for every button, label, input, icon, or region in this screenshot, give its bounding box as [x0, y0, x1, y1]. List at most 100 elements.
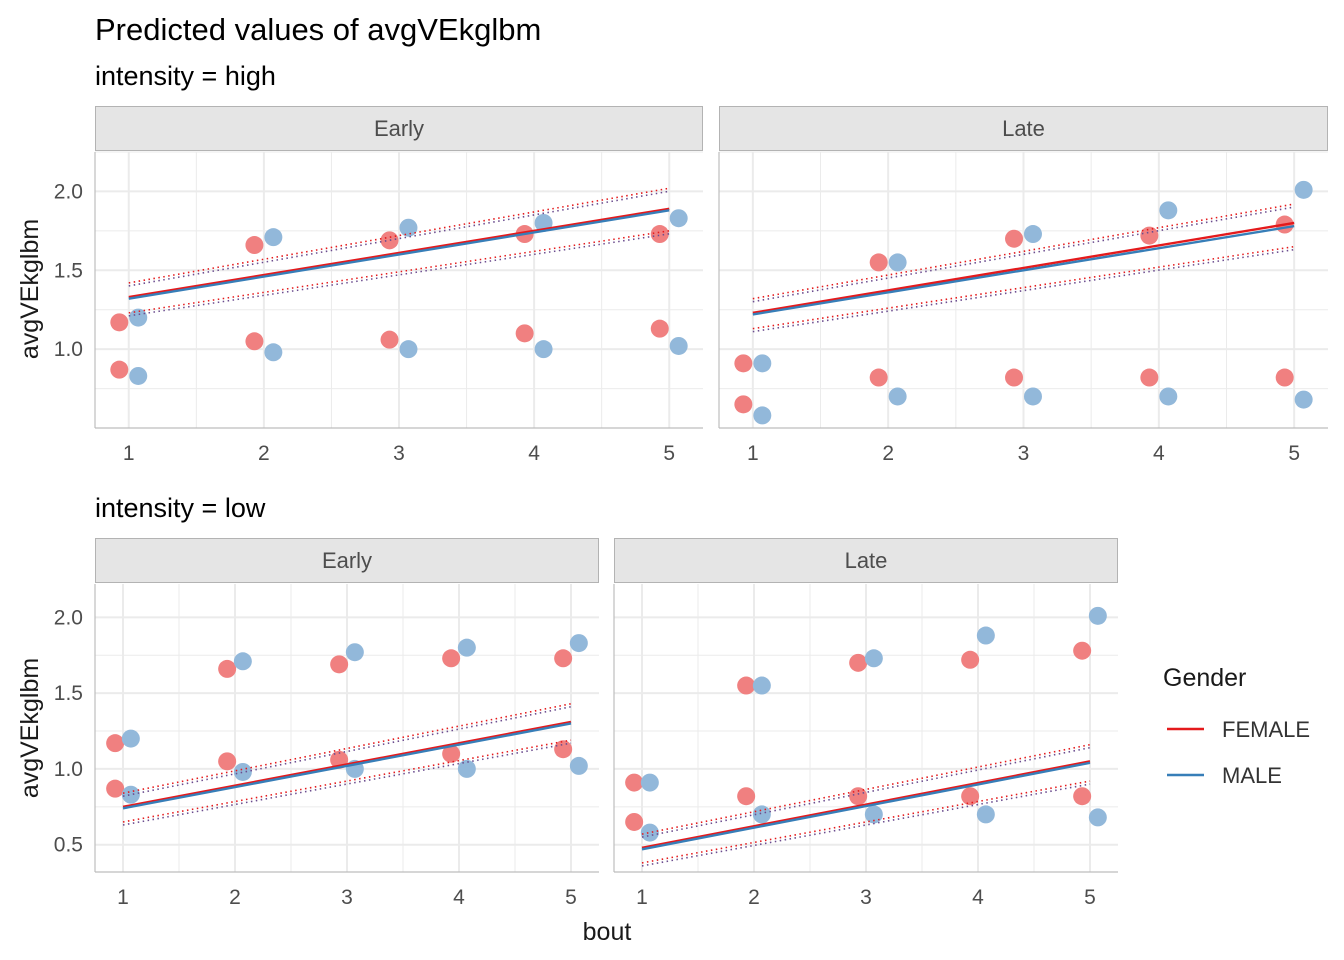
legend-label-male: MALE	[1222, 763, 1282, 788]
ci-lower-line	[128, 233, 670, 317]
point-female	[442, 649, 461, 668]
x-tick-label: 4	[453, 886, 465, 909]
point-female	[625, 773, 644, 792]
point-female	[110, 313, 129, 332]
point-female	[1275, 368, 1294, 387]
point-male	[669, 209, 688, 228]
point-female	[869, 368, 888, 387]
point-male	[121, 729, 140, 748]
chart-title: Predicted values of avgVEkglbm	[95, 12, 541, 47]
x-tick-label: 1	[636, 886, 648, 909]
point-male	[640, 773, 659, 792]
fit-line-male	[752, 224, 1295, 316]
facet-strip	[614, 538, 1118, 583]
point-male	[129, 308, 148, 327]
point-female	[961, 650, 980, 669]
panel-2: Early 1 2 3 4 5 0.5 1.0 1.5 2.0	[54, 538, 599, 909]
point-female	[1073, 641, 1092, 660]
y-tick-label: 1.5	[54, 682, 83, 705]
x-axis-label: bout	[583, 918, 632, 946]
point-male	[976, 626, 995, 645]
point-male	[399, 218, 418, 237]
point-male	[457, 759, 476, 778]
fit-line-female	[122, 720, 572, 809]
point-female	[380, 231, 399, 250]
point-female	[554, 740, 573, 759]
x-tick-label: 3	[341, 886, 353, 909]
point-female	[625, 812, 644, 831]
facet-strip-label: Late	[845, 548, 888, 573]
x-tick-label: 3	[1018, 442, 1030, 465]
point-female	[218, 659, 237, 678]
x-tick-label: 5	[663, 442, 675, 465]
point-male	[976, 805, 995, 824]
point-female	[442, 744, 461, 763]
x-tick-label: 5	[1288, 442, 1300, 465]
point-female	[869, 253, 888, 272]
facet-strip	[719, 106, 1328, 151]
point-male	[129, 366, 148, 385]
point-female	[1140, 368, 1159, 387]
y-axis-label-high: avgVEkglbm	[16, 219, 44, 359]
ci-lower-line	[752, 248, 1295, 333]
x-tick-label: 5	[565, 886, 577, 909]
x-tick-label: 1	[123, 442, 135, 465]
y-tick-label: 2.0	[54, 606, 83, 629]
point-female	[554, 649, 573, 668]
point-female	[849, 653, 868, 672]
point-female	[380, 330, 399, 349]
point-female	[650, 319, 669, 338]
fit-line-female	[128, 207, 670, 299]
point-female	[515, 324, 534, 343]
point-male	[864, 649, 883, 668]
fit-line-male	[128, 209, 670, 300]
x-tick-label: 2	[748, 886, 760, 909]
point-female	[734, 354, 753, 373]
ci-upper-line	[641, 743, 1091, 835]
point-male	[1294, 390, 1313, 409]
point-female	[650, 225, 669, 244]
point-female	[849, 787, 868, 806]
point-male	[264, 343, 283, 362]
ci-lower-line	[641, 780, 1091, 864]
point-male	[1088, 808, 1107, 827]
point-male	[753, 354, 772, 373]
point-male	[121, 785, 140, 804]
ci-upper-line	[122, 705, 572, 797]
point-female	[330, 655, 349, 674]
ci-upper-line	[641, 746, 1091, 838]
fit-line-male	[641, 761, 1091, 851]
legend-title: Gender	[1163, 664, 1246, 692]
point-female	[734, 395, 753, 414]
y-tick-label: 2.0	[54, 180, 83, 203]
x-tick-label: 3	[393, 442, 405, 465]
point-male	[1159, 387, 1178, 406]
x-tick-label: 3	[860, 886, 872, 909]
point-male	[457, 638, 476, 657]
x-tick-label: 1	[117, 886, 129, 909]
point-female	[737, 787, 756, 806]
point-female	[1005, 368, 1024, 387]
point-female	[245, 236, 264, 255]
point-male	[888, 387, 907, 406]
point-female	[1140, 226, 1159, 245]
ci-upper-line	[128, 187, 670, 284]
point-female	[1073, 787, 1092, 806]
panel-0: Early 1 2 3 4 5 1.0 1.5 2.0	[54, 106, 703, 465]
legend: Gender FEMALE MALE	[1163, 664, 1310, 788]
point-female	[106, 779, 125, 798]
y-tick-label: 0.5	[54, 834, 83, 857]
y-tick-label: 1.0	[54, 338, 83, 361]
group-title-high: intensity = high	[95, 61, 276, 91]
fit-line-male	[122, 722, 572, 810]
point-male	[752, 676, 771, 695]
ci-lower-line	[752, 245, 1295, 330]
point-male	[1023, 225, 1042, 244]
point-male	[345, 643, 364, 662]
point-male	[864, 805, 883, 824]
y-tick-label: 1.5	[54, 259, 83, 282]
point-male	[569, 756, 588, 775]
fit-line-female	[641, 760, 1091, 849]
point-male	[1023, 387, 1042, 406]
